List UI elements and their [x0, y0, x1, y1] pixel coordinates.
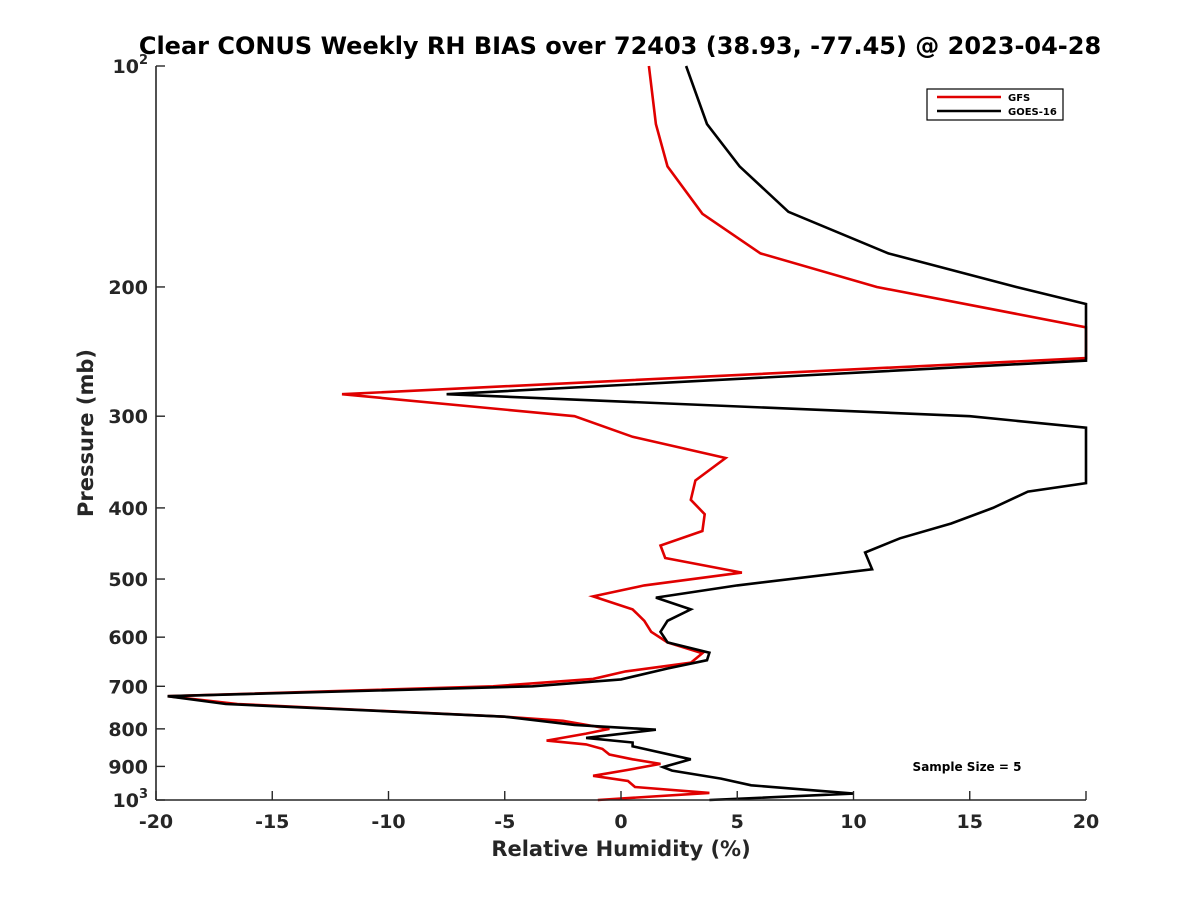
- series-line-goes16: [167, 65, 1088, 802]
- y-tick-label: 800: [108, 719, 148, 741]
- series-line-gfs: [167, 65, 1088, 802]
- x-tick-label: -5: [494, 811, 515, 833]
- chart-title: Clear CONUS Weekly RH BIAS over 72403 (3…: [139, 32, 1101, 60]
- sample-size-annotation: Sample Size = 5: [913, 760, 1022, 774]
- y-tick-label: 600: [108, 627, 148, 649]
- y-tick-label: 500: [108, 569, 148, 591]
- x-tick-label: -10: [371, 811, 405, 833]
- y-tick-label: 300: [108, 406, 148, 428]
- y-tick-label: 102: [113, 53, 149, 78]
- legend: GFS GOES-16: [926, 88, 1064, 121]
- x-tick-label: 15: [957, 811, 983, 833]
- y-tick-label: 400: [108, 498, 148, 520]
- x-tick-label: 20: [1073, 811, 1099, 833]
- x-tick-label: -15: [255, 811, 289, 833]
- legend-box: [926, 88, 1064, 121]
- y-tick-label: 200: [108, 277, 148, 299]
- y-axis-label: Pressure (mb): [74, 349, 98, 517]
- y-tick-label: 103: [113, 787, 149, 812]
- x-tick-label: 0: [614, 811, 627, 833]
- x-axis-label: Relative Humidity (%): [491, 837, 750, 861]
- legend-label-goes16: GOES-16: [1008, 107, 1057, 118]
- y-tick-label: 900: [108, 756, 148, 778]
- x-tick-label: 5: [731, 811, 744, 833]
- legend-label-gfs: GFS: [1008, 93, 1030, 104]
- y-tick-label: 700: [108, 676, 148, 698]
- x-tick-label: -20: [139, 811, 173, 833]
- x-tick-label: 10: [840, 811, 866, 833]
